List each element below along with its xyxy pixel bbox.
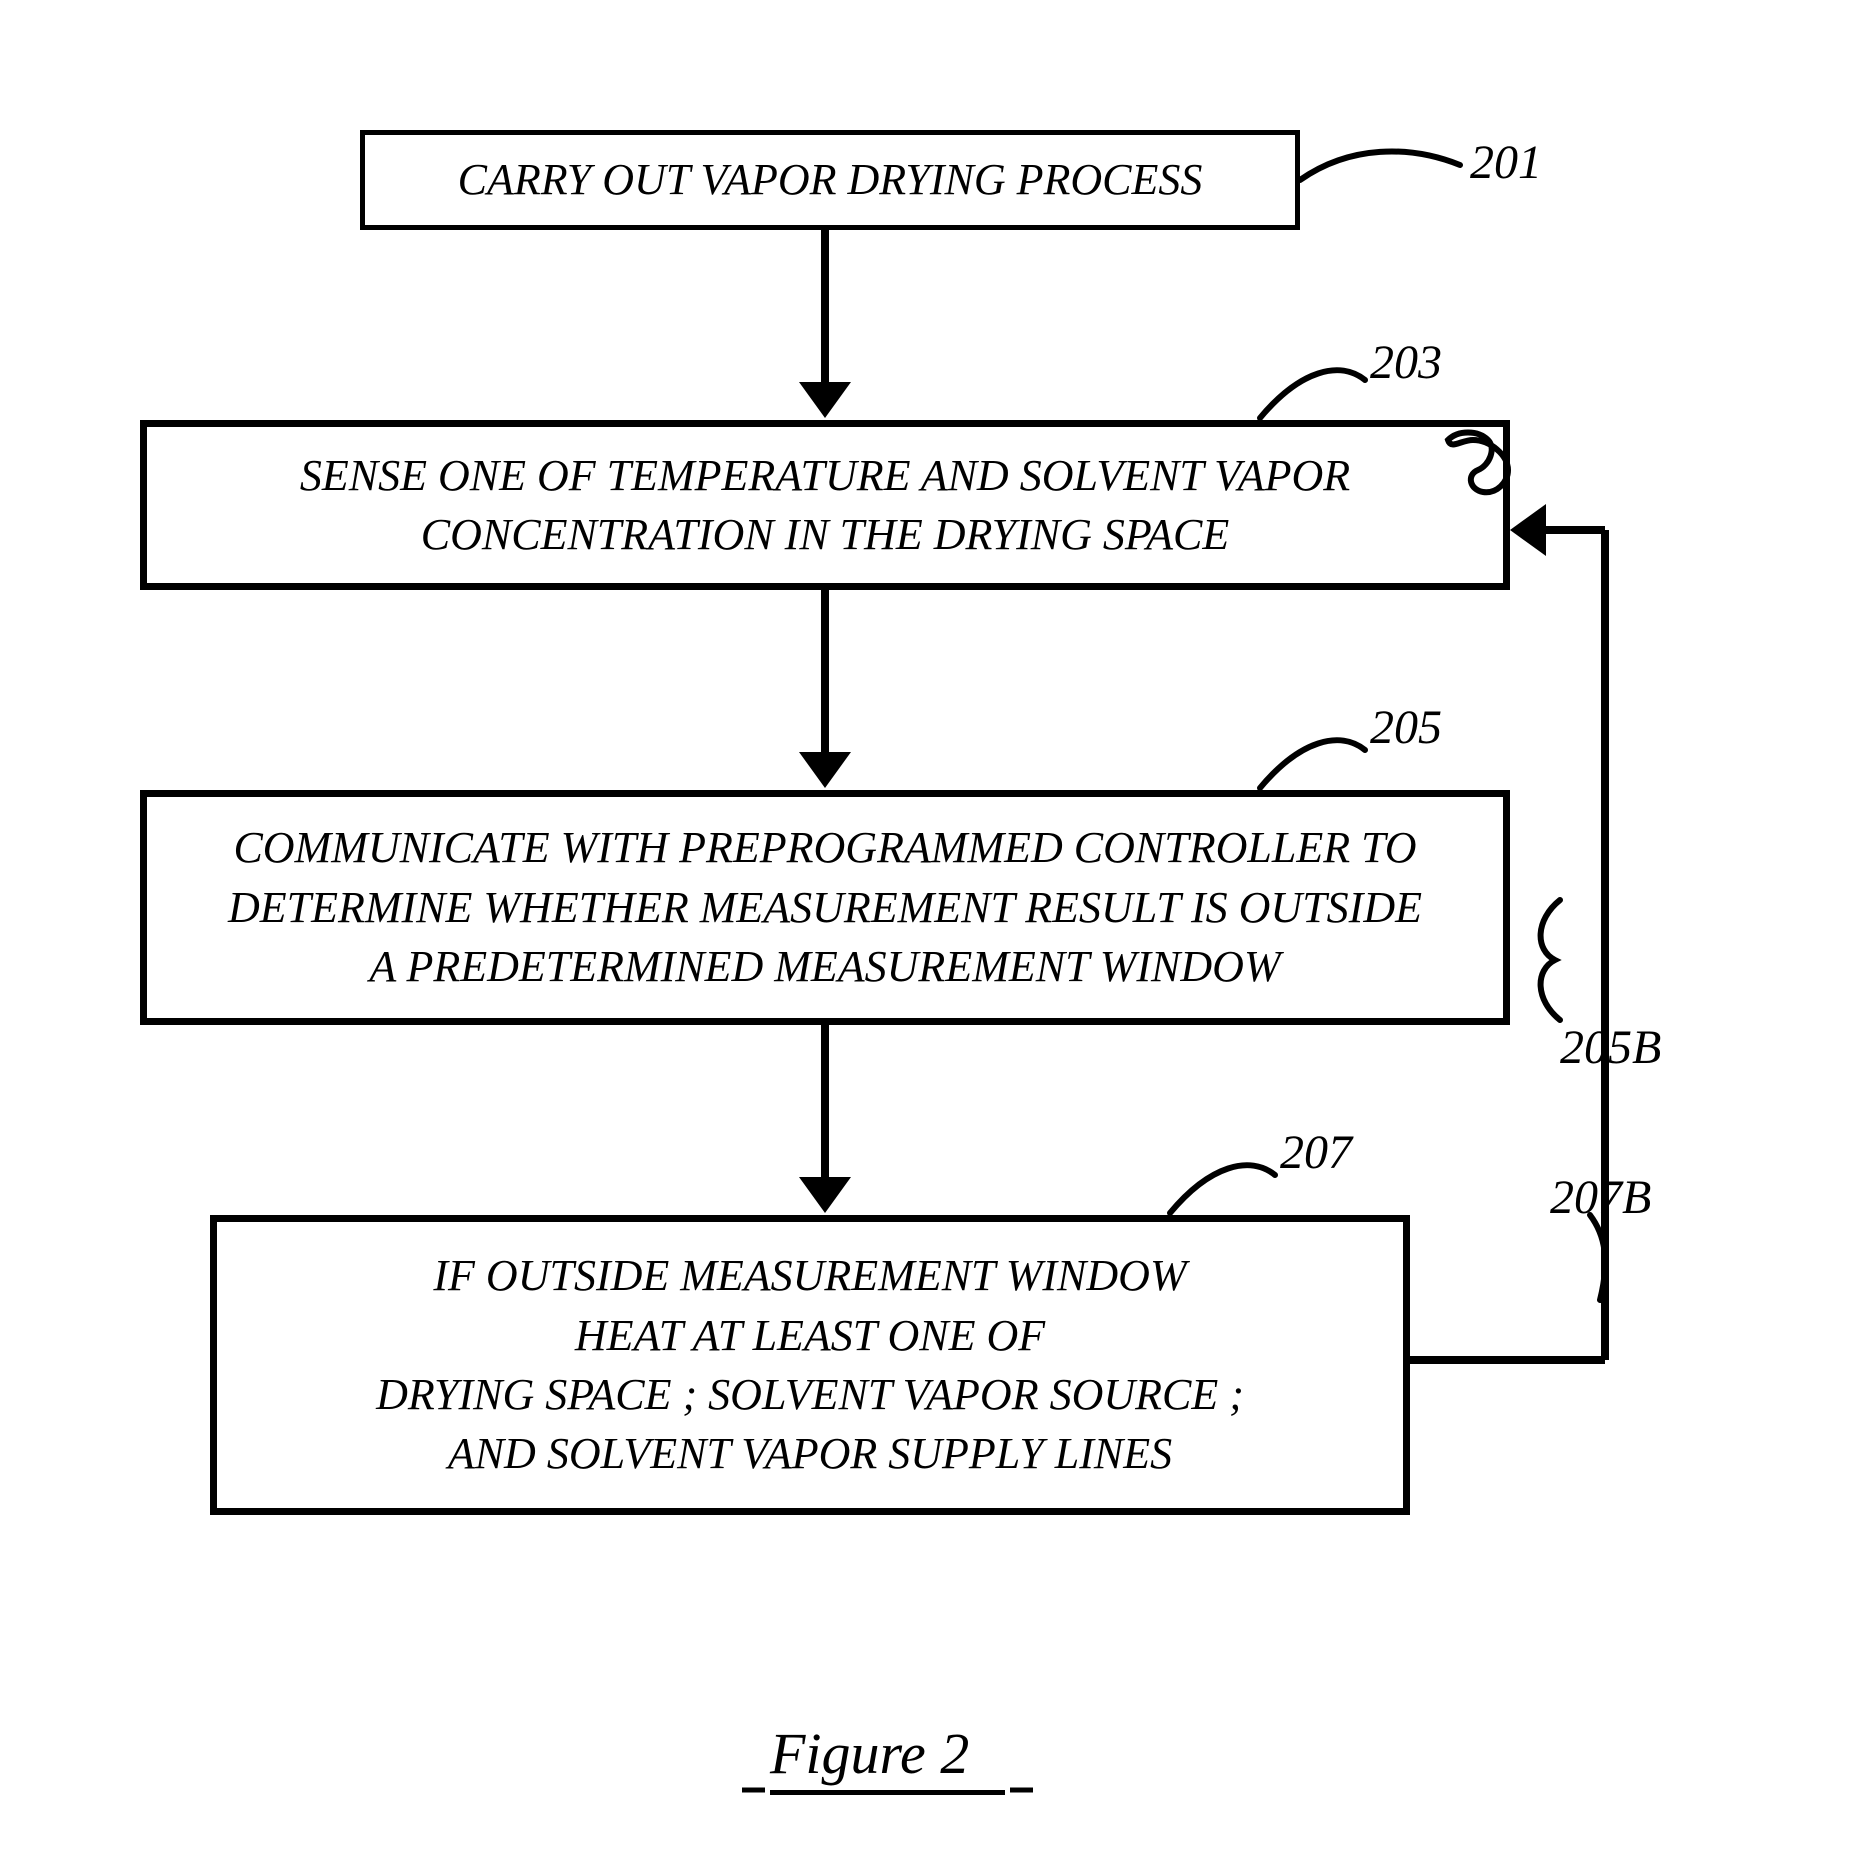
flow-box-207: IF OUTSIDE MEASUREMENT WINDOWHEAT AT LEA… [210, 1215, 1410, 1515]
ref-label-205: 205 [1370, 700, 1442, 755]
ref-label-205B: 205B [1560, 1020, 1661, 1075]
ref-label-201: 201 [1470, 135, 1542, 190]
ref-label-207B: 207B [1550, 1170, 1651, 1225]
flow-box-205-text: COMMUNICATE WITH PREPROGRAMMED CONTROLLE… [228, 818, 1422, 996]
flow-box-203: SENSE ONE OF TEMPERATURE AND SOLVENT VAP… [140, 420, 1510, 590]
flow-box-203-text: SENSE ONE OF TEMPERATURE AND SOLVENT VAP… [300, 446, 1350, 565]
flow-box-205: COMMUNICATE WITH PREPROGRAMMED CONTROLLE… [140, 790, 1510, 1025]
flow-box-201-text: CARRY OUT VAPOR DRYING PROCESS [458, 156, 1203, 204]
ref-label-207: 207 [1280, 1125, 1352, 1180]
ref-label-203: 203 [1370, 335, 1442, 390]
flow-box-207-text: IF OUTSIDE MEASUREMENT WINDOWHEAT AT LEA… [376, 1246, 1244, 1484]
flow-box-201: CARRY OUT VAPOR DRYING PROCESS [360, 130, 1300, 230]
figure-caption-underline [770, 1790, 1005, 1795]
figure-caption: Figure 2 [770, 1720, 969, 1787]
